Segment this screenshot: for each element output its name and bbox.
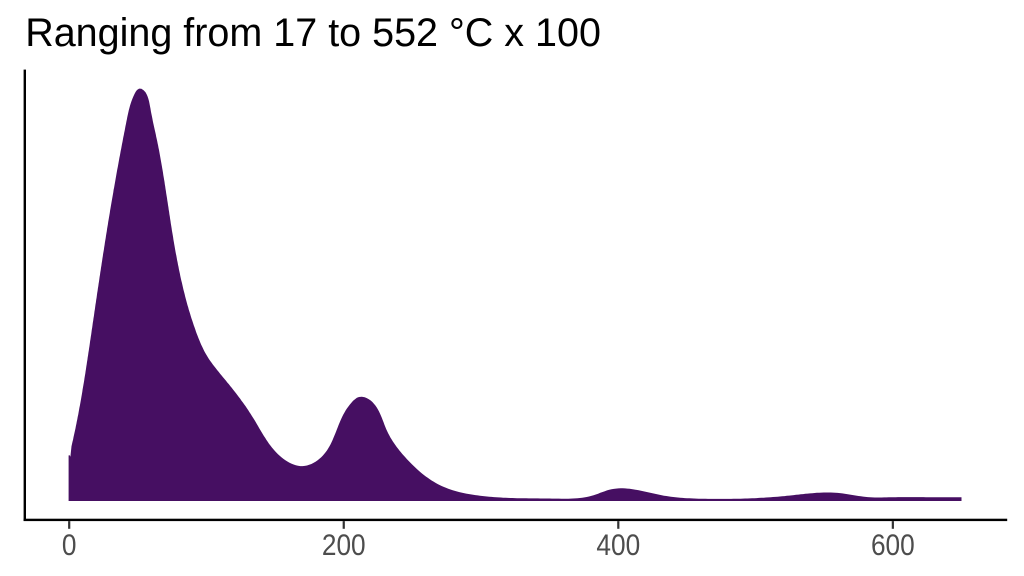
svg-text:400: 400 <box>596 529 640 562</box>
svg-text:600: 600 <box>871 529 915 562</box>
svg-text:200: 200 <box>322 529 366 562</box>
svg-text:0: 0 <box>62 529 77 562</box>
svg-text:Ranging from 17 to 552 °C x 10: Ranging from 17 to 552 °C x 100 <box>25 11 601 55</box>
